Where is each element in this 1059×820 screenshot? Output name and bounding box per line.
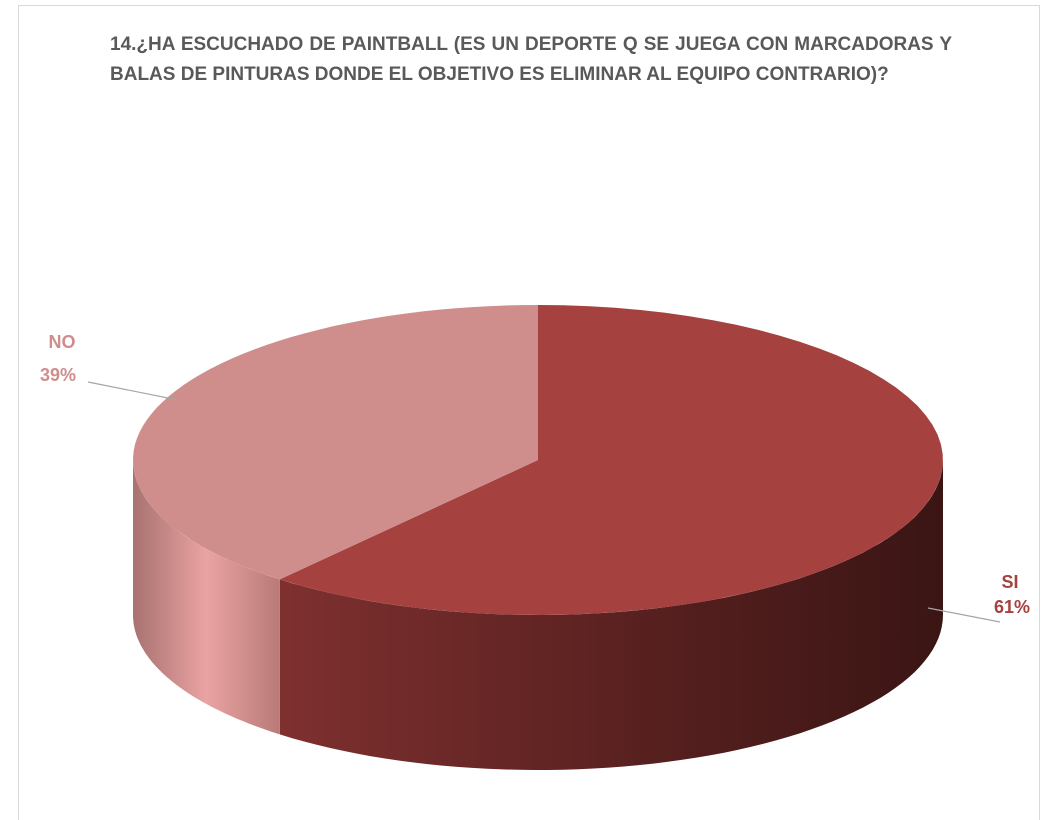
value-label: 61% [994,597,1030,617]
slice [133,305,538,580]
category-label: NO [49,332,76,352]
leader-line [927,607,1001,623]
chart-frame [18,5,1040,820]
value-label: 39% [40,365,76,385]
chart-title: 14.¿HA ESCUCHADO DE PAINTBALL (ES UN DEP… [110,34,952,85]
leader-line [87,381,179,401]
slice [279,305,943,615]
slice-side [279,460,943,770]
category-label: SI [1001,572,1018,592]
slice-side [133,460,280,735]
